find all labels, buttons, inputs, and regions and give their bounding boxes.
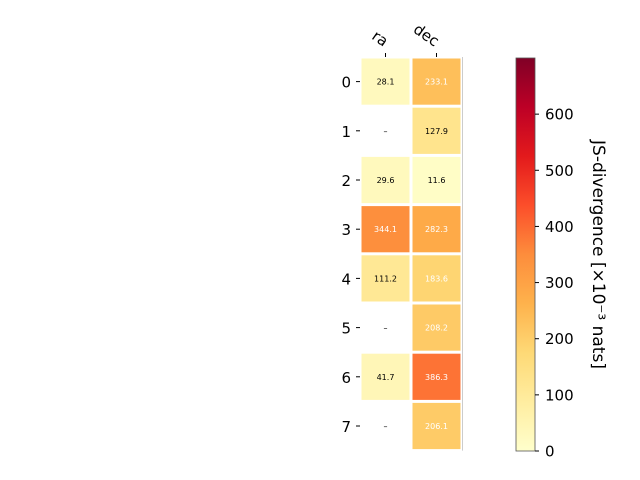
heatmap-cell-r6-c0 bbox=[361, 353, 410, 400]
heatmap-cell-label-r3-c0: 344.1 bbox=[374, 225, 397, 234]
colorbar-tick-label-600: 600 bbox=[545, 106, 574, 124]
heatmap-cell-r3-c1 bbox=[412, 206, 461, 253]
row-label-7: 7 bbox=[341, 418, 351, 436]
heatmap-cell-label-r4-c0: 111.2 bbox=[374, 274, 397, 283]
heatmap-cell-r0-c1 bbox=[412, 58, 461, 105]
heatmap-cell-r2-c1 bbox=[412, 156, 461, 204]
heatmap-cell-r3-c0 bbox=[361, 206, 410, 253]
heatmap-cell-label-r7-c1: 206.1 bbox=[425, 422, 448, 431]
colorbar-gradient-bar bbox=[515, 57, 536, 452]
column-label-ra: ra bbox=[369, 27, 392, 51]
colorbar-tick-label-300: 300 bbox=[545, 274, 574, 292]
heatmap-cell-label-r4-c1: 183.6 bbox=[425, 274, 448, 283]
heatmap-cell-label-r7-c0: – bbox=[384, 422, 388, 431]
colorbar-tick-label-400: 400 bbox=[545, 218, 574, 236]
colorbar-label: JS-divergence [×10⁻³ nats] bbox=[588, 139, 608, 369]
row-label-4: 4 bbox=[341, 270, 351, 288]
heatmap-cell-label-r0-c1: 233.1 bbox=[425, 78, 448, 87]
heatmap-cell-label-r2-c0: 29.6 bbox=[377, 176, 395, 185]
heatmap-cell-r7-c1 bbox=[412, 402, 461, 450]
row-label-6: 6 bbox=[341, 369, 351, 387]
heatmap-cell-label-r6-c1: 386.3 bbox=[425, 373, 448, 382]
row-label-1: 1 bbox=[341, 123, 351, 141]
heatmap-cell-label-r5-c1: 208.2 bbox=[425, 324, 448, 333]
row-label-3: 3 bbox=[341, 221, 351, 239]
heatmap-cell-label-r1-c1: 127.9 bbox=[425, 127, 448, 136]
heatmap-cell-label-r0-c0: 28.1 bbox=[377, 78, 395, 87]
colorbar: 0 100 200 300 400 500 600 JS-divergence [×10⁻³ … bbox=[515, 57, 608, 461]
colorbar-tick-label-100: 100 bbox=[545, 386, 574, 404]
heatmap-cell-r1-c1 bbox=[412, 107, 461, 154]
heatmap-cell-r4-c0 bbox=[361, 255, 410, 302]
heatmap-cell-label-r5-c0: – bbox=[384, 324, 388, 333]
colorbar-tick-label-500: 500 bbox=[545, 162, 574, 180]
heatmap-cell-r5-c1 bbox=[412, 304, 461, 351]
heatmap-cell-label-r6-c0: 41.7 bbox=[377, 373, 395, 382]
heatmap-cell-label-r3-c1: 282.3 bbox=[425, 225, 448, 234]
heatmap-cell-label-r1-c0: – bbox=[384, 127, 388, 136]
heatmap-cell-r4-c1 bbox=[412, 255, 461, 302]
heatmap-plot: 28.1 233.1 – 127.9 29.6 11.6 344.1 282.3 111.2 18… bbox=[341, 20, 463, 451]
heatmap-cell-r0-c0 bbox=[361, 58, 410, 105]
row-label-2: 2 bbox=[341, 172, 351, 190]
heatmap-cell-r2-c0 bbox=[361, 156, 410, 204]
heatmap-cell-r6-c1 bbox=[412, 353, 461, 400]
row-label-0: 0 bbox=[341, 74, 351, 92]
heatmap-cell-label-r2-c1: 11.6 bbox=[428, 176, 446, 185]
column-label-dec: dec bbox=[410, 20, 442, 50]
colorbar-tick-label-0: 0 bbox=[545, 443, 555, 461]
colorbar-tick-label-200: 200 bbox=[545, 330, 574, 348]
row-label-5: 5 bbox=[341, 320, 351, 338]
